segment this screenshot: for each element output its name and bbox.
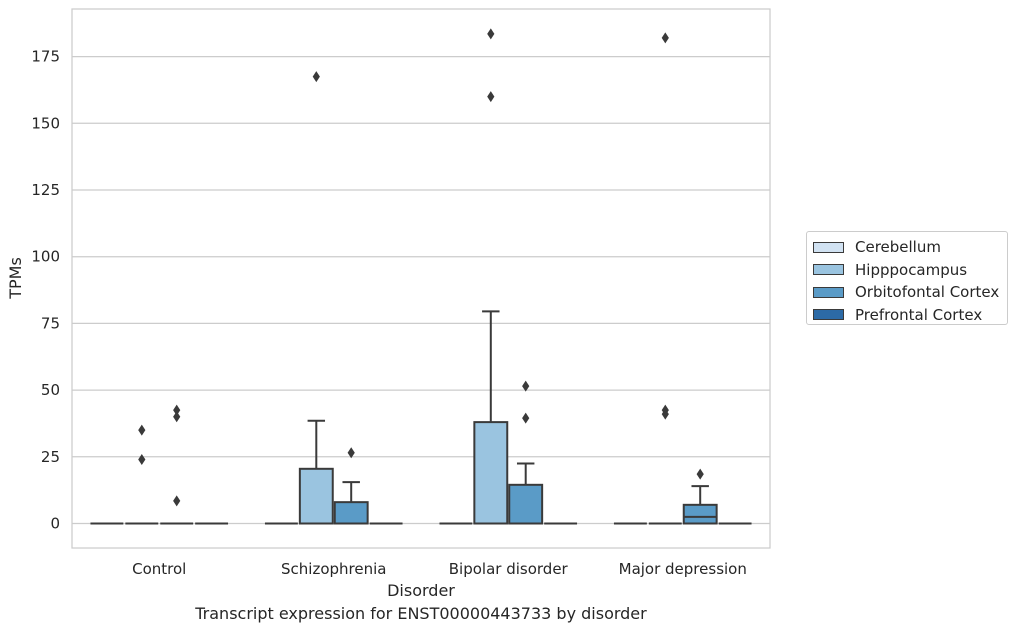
y-tick-label: 100 xyxy=(31,248,60,266)
legend-label: Prefrontal Cortex xyxy=(855,305,983,324)
outlier-point xyxy=(487,28,495,40)
box-body xyxy=(333,501,369,525)
outlier-point xyxy=(487,91,495,103)
box-2-1 xyxy=(333,481,369,525)
legend-swatch xyxy=(813,286,844,298)
y-tick-label: 0 xyxy=(50,515,60,533)
outlier-point xyxy=(522,380,530,392)
outlier-point xyxy=(173,404,181,416)
grid-lines xyxy=(72,55,770,525)
x-axis-label: Disorder xyxy=(387,581,455,600)
outlier-point xyxy=(696,468,704,480)
legend-swatch xyxy=(813,309,844,321)
legend-label: Cerebellum xyxy=(855,238,941,257)
box-body xyxy=(682,503,718,525)
y-tick-label: 75 xyxy=(41,314,60,332)
legend-label: Orbitofontal Cortex xyxy=(855,283,1000,302)
outlier-point xyxy=(661,408,669,420)
x-tick-label: Bipolar disorder xyxy=(449,560,569,578)
y-tick-label: 25 xyxy=(41,448,60,466)
chart-caption: Transcript expression for ENST0000044373… xyxy=(195,604,647,623)
box-body xyxy=(298,467,334,525)
outlier-point xyxy=(138,424,146,436)
legend-item: Prefrontal Cortex xyxy=(813,304,1007,327)
legend-label: Hipppocampus xyxy=(855,260,968,279)
box-1-1 xyxy=(298,419,334,525)
box-body xyxy=(473,421,509,525)
box-1-2 xyxy=(473,310,509,525)
plot-area-frame xyxy=(71,8,771,549)
x-tick-labels: Control Schizophrenia Bipolar disorder Majo… xyxy=(132,560,747,578)
box-2-2 xyxy=(508,462,544,525)
y-tick-label: 150 xyxy=(31,114,60,132)
x-tick-label: Schizophrenia xyxy=(281,560,386,578)
y-tick-label: 175 xyxy=(31,48,60,66)
y-axis-label: TPMs xyxy=(6,257,25,300)
outlier-point xyxy=(661,32,669,44)
outlier-point xyxy=(173,495,181,507)
outlier-points xyxy=(138,28,704,507)
legend-swatch xyxy=(813,241,844,253)
x-tick-label: Control xyxy=(132,560,186,578)
box-2-3 xyxy=(682,485,718,525)
legend-item: Orbitofontal Cortex xyxy=(813,281,1007,304)
y-tick-label: 125 xyxy=(31,181,60,199)
outlier-point xyxy=(312,71,320,83)
x-tick-label: Major depression xyxy=(619,560,747,578)
legend-item: Cerebellum xyxy=(813,236,1007,259)
legend: Cerebellum Hipppocampus Orbitofontal Cor… xyxy=(806,231,1008,325)
outlier-point xyxy=(522,412,530,424)
outlier-point xyxy=(347,447,355,459)
legend-item: Hipppocampus xyxy=(813,259,1007,282)
boxes xyxy=(90,310,752,525)
outlier-point xyxy=(173,411,181,423)
y-tick-label: 50 xyxy=(41,381,60,399)
y-tick-labels: 0 25 50 75 100 125 150 175 xyxy=(31,48,60,533)
legend-swatch xyxy=(813,264,844,276)
box-body xyxy=(508,483,544,525)
outlier-point xyxy=(138,453,146,465)
